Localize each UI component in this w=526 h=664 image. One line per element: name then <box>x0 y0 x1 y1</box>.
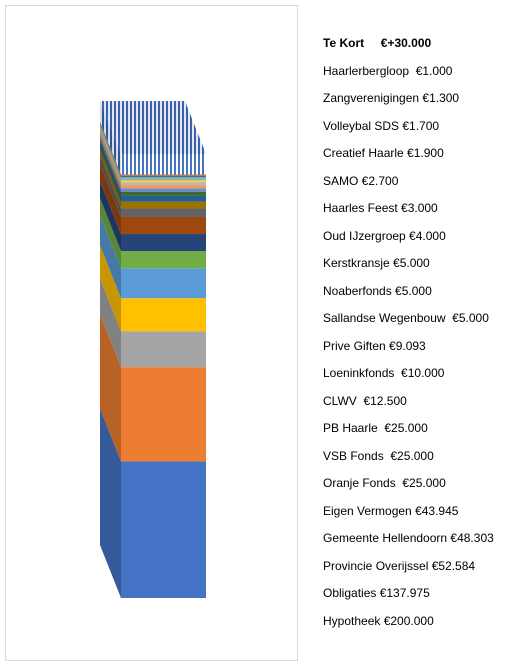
bar-segment-oranje-fonds <box>121 251 206 269</box>
chart-area <box>5 5 298 661</box>
stacked-3d-column-chart <box>100 101 206 598</box>
legend-item-pb-haarle: PB Haarle €25.000 <box>323 421 428 435</box>
bar-segment-sallandse-wegenbouw <box>121 191 206 196</box>
legend-item-samo: SAMO €2.700 <box>323 173 399 188</box>
legend-item-oud-ijzergroep: Oud IJzergroep €4.000 <box>323 228 446 243</box>
bar-side-vsb-fonds <box>100 181 121 252</box>
legend-item-creatief-haarle: Creatief Haarle €1.900 <box>323 146 444 160</box>
bar-segment-creatief-haarle <box>121 177 206 179</box>
legend-item-te-kort: Te Kort €+30.000 <box>323 36 432 50</box>
bar-segment-oud-ijzergroep <box>121 182 206 186</box>
bar-segment-obligaties <box>121 367 206 462</box>
bar-segment-noaberfonds <box>121 188 206 192</box>
bar-side-gemeente-hellendoorn <box>100 245 121 332</box>
bar-side-prive-giften <box>100 142 121 202</box>
chart-legend: Te Kort €+30.000 Haarlerbergloop €1.000 Za… <box>323 34 494 639</box>
bar-side-noaberfonds <box>100 135 121 192</box>
legend-item-haarles-feest: Haarles Feest €3.000 <box>323 201 438 215</box>
bar-side-te-kort <box>100 101 121 175</box>
bar-side-haarlerbergloop <box>100 121 121 176</box>
bar-side-obligaties <box>100 314 121 462</box>
bar-side-volleybal-sds <box>100 123 121 178</box>
bar-side-sallandse-wegenbouw <box>100 138 121 196</box>
bar-side-hypotheek <box>100 408 121 598</box>
bar-side-haarles-feest <box>100 127 121 183</box>
legend-item-hypotheek: Hypotheek €200.000 <box>323 613 434 628</box>
bar-segment-haarles-feest <box>121 180 206 183</box>
legend-item-prive-giften: Prive Giften €9.093 <box>323 338 426 353</box>
legend-item-gemeente-hellendoorn: Gemeente Hellendoorn €48.303 <box>323 531 494 545</box>
legend-item-eigen-vermogen: Eigen Vermogen €43.945 <box>323 503 459 518</box>
bar-side-samo <box>100 125 121 181</box>
legend-item-clwv: CLWV €12.500 <box>323 393 407 408</box>
bar-side-oranje-fonds <box>100 198 121 269</box>
bar-segment-provincie-overijssel <box>121 331 206 368</box>
bar-segment-samo <box>121 178 206 181</box>
legend-item-noaberfonds: Noaberfonds €5.000 <box>323 283 432 298</box>
bar-segment-loeninkfonds <box>121 201 206 209</box>
legend-item-zangverenigingen: Zangverenigingen €1.300 <box>323 91 460 105</box>
bar-segment-clwv <box>121 208 206 217</box>
bar-side-kerstkransje <box>100 132 121 189</box>
bar-segment-gemeente-hellendoorn <box>121 298 206 332</box>
bar-segment-kerstkransje <box>121 185 206 189</box>
legend-item-haarlerbergloop: Haarlerbergloop €1.000 <box>323 63 453 78</box>
bar-side-loeninkfonds <box>100 148 121 209</box>
bar-top-te-kort <box>100 101 206 154</box>
legend-item-obligaties: Obligaties €137.975 <box>323 586 430 600</box>
legend-item-volleybal-sds: Volleybal SDS €1.700 <box>323 118 440 133</box>
bar-segment-zangverenigingen <box>121 175 206 177</box>
bar-side-clwv <box>100 155 121 217</box>
bar-side-creatief-haarle <box>100 124 121 179</box>
bar-segment-pb-haarle <box>121 216 206 235</box>
bar-side-oud-ijzergroep <box>100 129 121 186</box>
bar-side-zangverenigingen <box>100 122 121 177</box>
bar-segment-volleybal-sds <box>121 176 206 178</box>
bar-segment-vsb-fonds <box>121 234 206 252</box>
legend-item-oranje-fonds: Oranje Fonds €25.000 <box>323 476 446 490</box>
legend-item-kerstkransje: Kerstkransje €5.000 <box>323 256 430 270</box>
bar-side-provincie-overijssel <box>100 278 121 368</box>
bar-side-pb-haarle <box>100 163 121 235</box>
bar-segment-haarlerbergloop <box>121 174 206 176</box>
bar-segment-eigen-vermogen <box>121 268 206 299</box>
bar-segment-prive-giften <box>121 195 206 202</box>
bar-side-eigen-vermogen <box>100 215 121 299</box>
bar-segment-hypotheek <box>121 461 206 598</box>
legend-item-loeninkfonds: Loeninkfonds €10.000 <box>323 366 445 380</box>
bar-segment-te-kort <box>121 154 206 175</box>
legend-item-sallandse-wegenbouw: Sallandse Wegenbouw €5.000 <box>323 311 489 325</box>
legend-item-provincie-overijssel: Provincie Overijssel €52.584 <box>323 558 476 573</box>
legend-item-vsb-fonds: VSB Fonds €25.000 <box>323 448 434 463</box>
